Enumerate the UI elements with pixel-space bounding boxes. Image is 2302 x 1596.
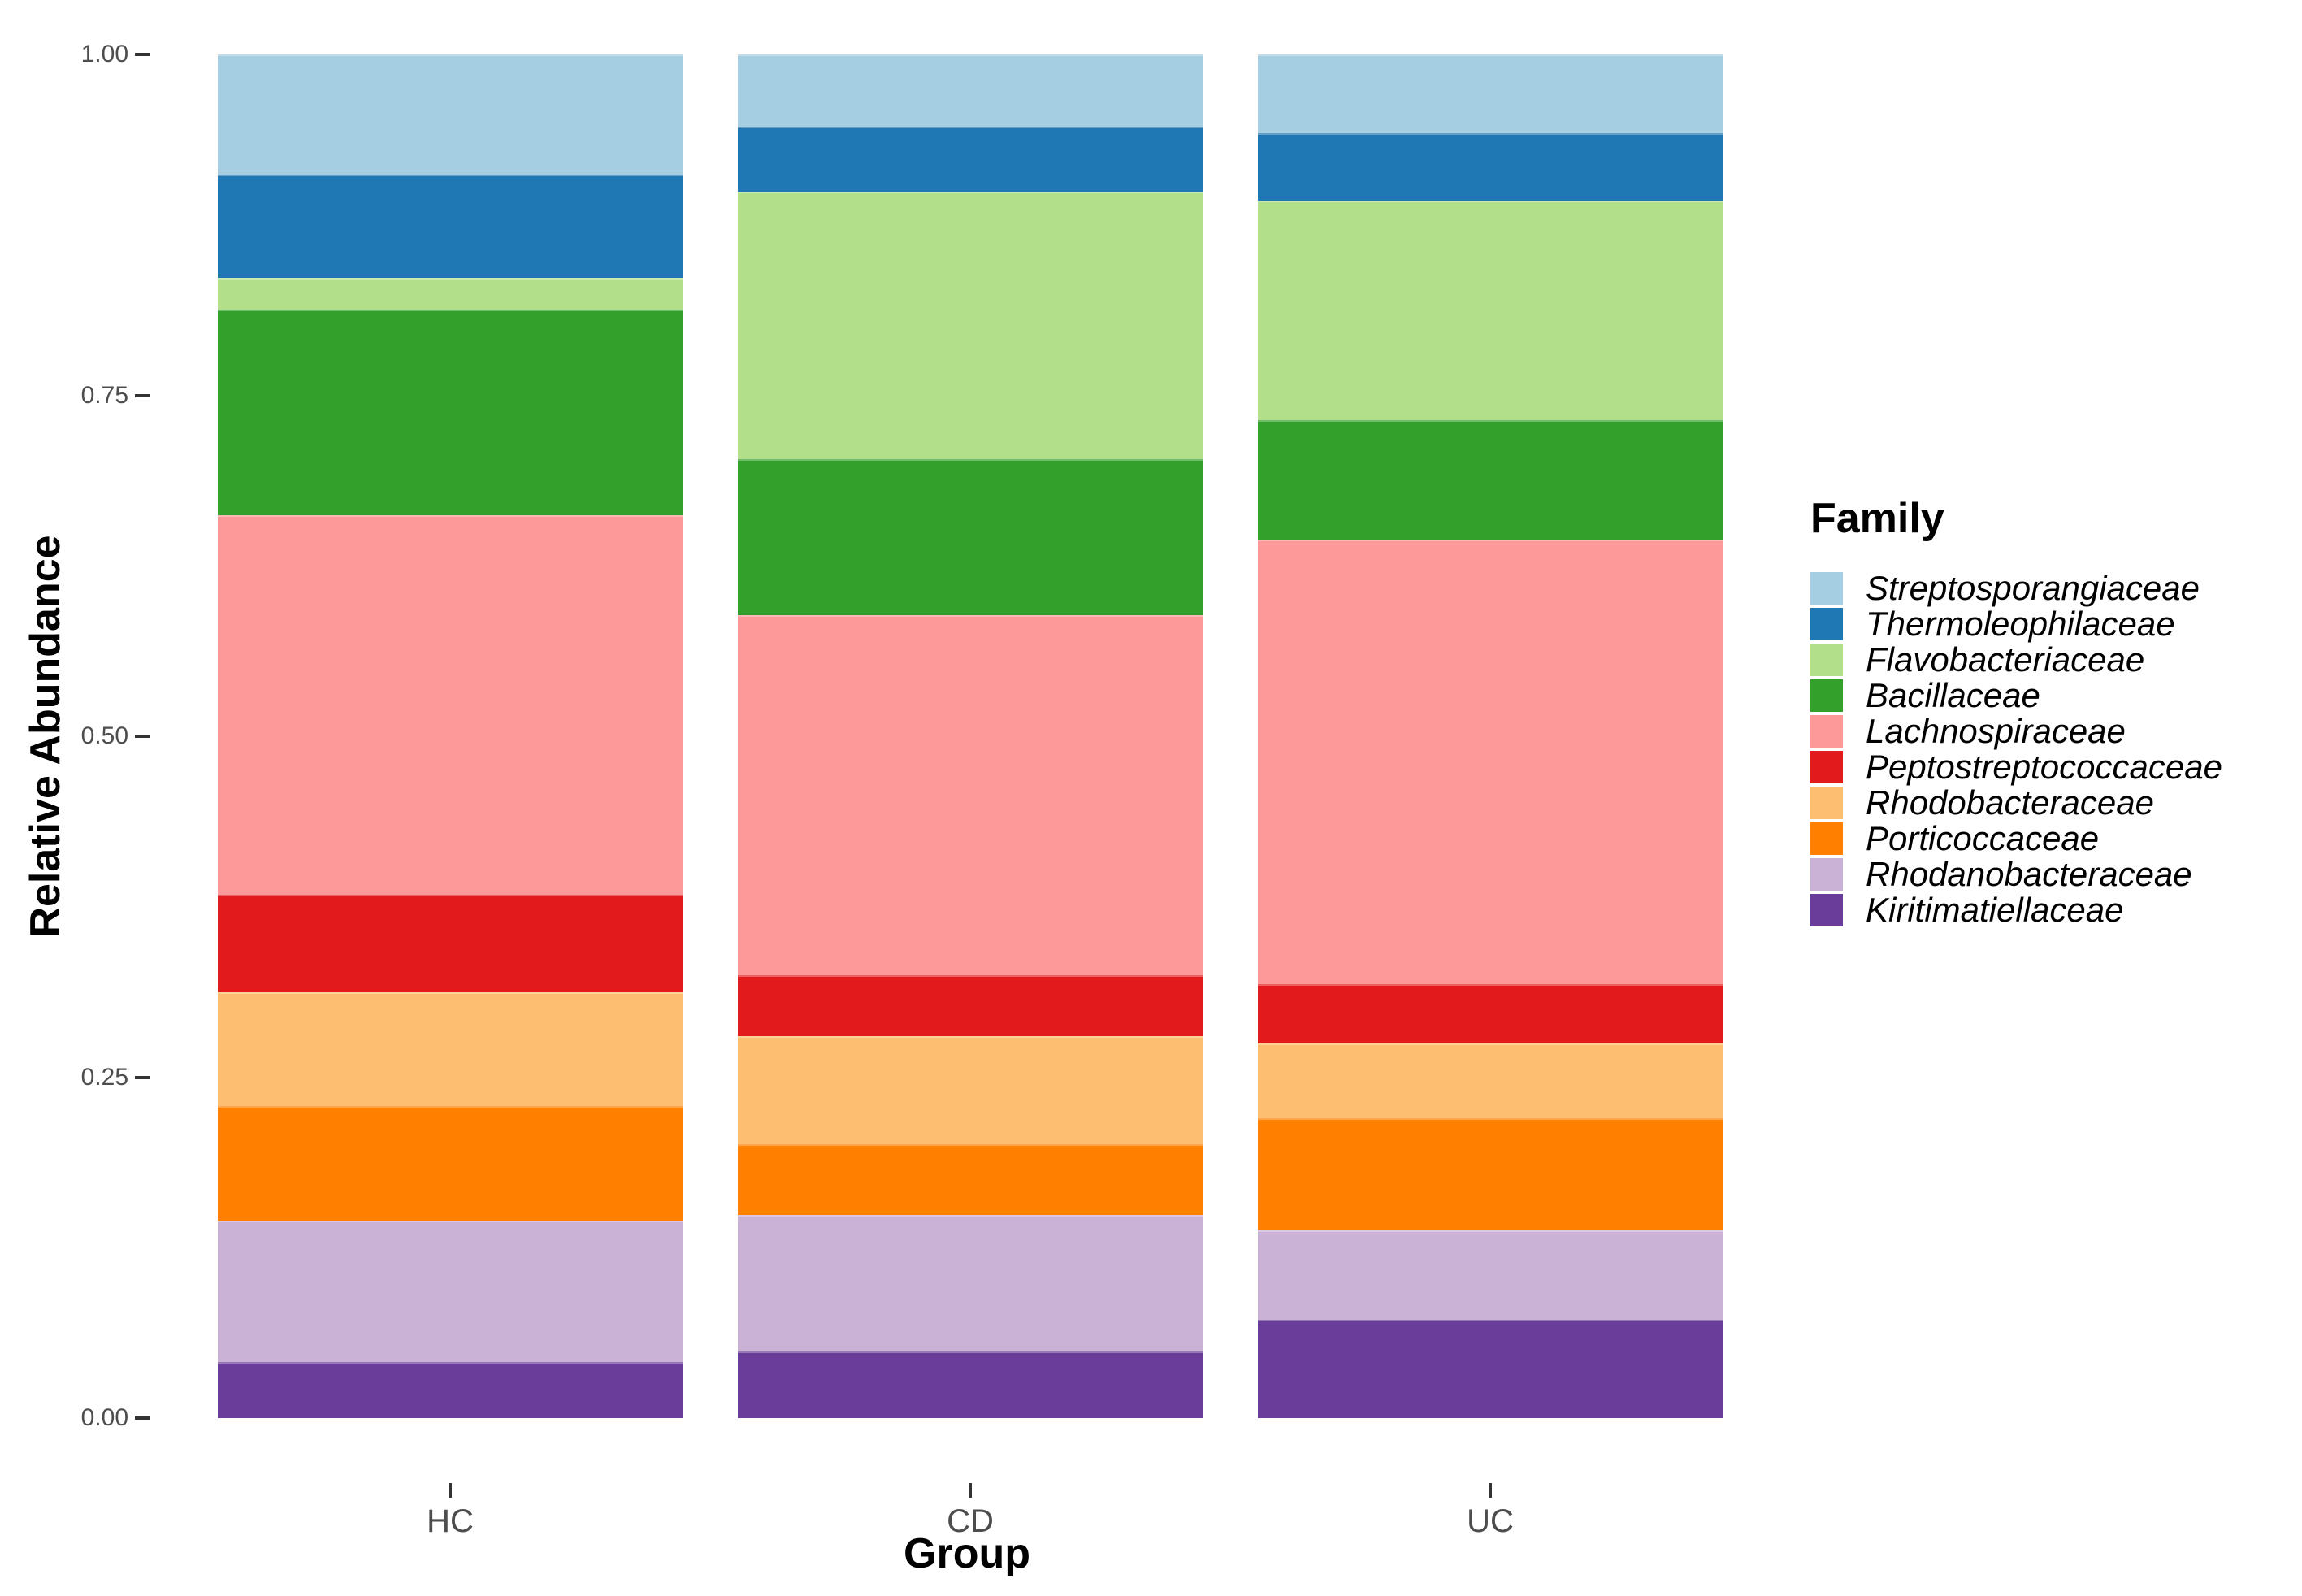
legend-label: Peptostreptococcaceae — [1866, 748, 2222, 786]
legend-item: Rhodobacteraceae — [1810, 785, 2222, 821]
bar-segment-streptosporangiaceae — [218, 54, 683, 175]
legend-title: Family — [1810, 495, 1944, 542]
legend-swatch — [1810, 858, 1843, 891]
bar-segment-lachnospiraceae — [218, 515, 683, 895]
legend-item: Kiritimatiellaceae — [1810, 892, 2222, 928]
y-tick-label: 0.00 — [80, 1404, 128, 1431]
bar-segment-rhodanobacteraceae — [218, 1220, 683, 1363]
legend-swatch — [1810, 644, 1843, 676]
bar-segment-peptostreptococcaceae — [1258, 984, 1723, 1043]
bar-segment-rhodobacteraceae — [218, 992, 683, 1106]
legend: Family Streptosporangiaceae Thermoleophil… — [1810, 494, 2222, 928]
bar-segment-peptostreptococcaceae — [738, 974, 1203, 1037]
y-tick-mark — [135, 735, 150, 738]
bar-segment-peptostreptococcaceae — [218, 894, 683, 993]
legend-swatch — [1810, 679, 1843, 712]
bar-cd — [738, 54, 1203, 1418]
legend-label: Bacillaceae — [1866, 676, 2040, 714]
bar-segment-streptosporangiaceae — [738, 54, 1203, 127]
bar-segment-streptosporangiaceae — [1258, 54, 1723, 134]
y-tick-label: 1.00 — [80, 41, 128, 67]
bar-segment-lachnospiraceae — [738, 614, 1203, 975]
legend-swatch — [1810, 751, 1843, 783]
bar-segment-rhodanobacteraceae — [1258, 1230, 1723, 1321]
legend-swatch — [1810, 608, 1843, 640]
x-tick-mark — [449, 1483, 452, 1498]
y-tick-label: 0.50 — [80, 722, 128, 749]
bar-segment-kiritimatiellaceae — [218, 1362, 683, 1418]
legend-item: Streptosporangiaceae — [1810, 570, 2222, 606]
bar-segment-porticoccaceae — [218, 1105, 683, 1221]
bar-segment-flavobacteriaceae — [1258, 200, 1723, 420]
legend-items: Streptosporangiaceae Thermoleophilaceae Fl… — [1810, 570, 2222, 928]
x-axis-title: Group — [904, 1530, 1030, 1577]
bar-segment-flavobacteriaceae — [738, 192, 1203, 460]
legend-label: Kiritimatiellaceae — [1866, 891, 2124, 929]
legend-label: Lachnospiraceae — [1866, 712, 2126, 750]
legend-item: Peptostreptococcaceae — [1810, 749, 2222, 785]
legend-item: Flavobacteriaceae — [1810, 642, 2222, 678]
bar-segment-thermoleophilaceae — [1258, 133, 1723, 201]
y-tick-mark — [135, 53, 150, 56]
bar-segment-thermoleophilaceae — [738, 126, 1203, 193]
legend-item: Lachnospiraceae — [1810, 713, 2222, 749]
legend-swatch — [1810, 822, 1843, 855]
x-tick-label-uc: UC — [1467, 1503, 1514, 1539]
legend-item: Porticoccaceae — [1810, 821, 2222, 857]
legend-label: Rhodobacteraceae — [1866, 783, 2154, 822]
x-tick-mark — [969, 1483, 972, 1498]
legend-label: Porticoccaceae — [1866, 819, 2100, 857]
bar-segment-kiritimatiellaceae — [738, 1351, 1203, 1418]
legend-item: Thermoleophilaceae — [1810, 606, 2222, 642]
bar-segment-lachnospiraceae — [1258, 540, 1723, 985]
legend-swatch — [1810, 894, 1843, 926]
bar-segment-kiritimatiellaceae — [1258, 1320, 1723, 1418]
legend-label: Streptosporangiaceae — [1866, 569, 2200, 607]
legend-swatch — [1810, 572, 1843, 605]
x-tick-label-cd: CD — [947, 1503, 994, 1539]
bar-hc — [218, 54, 683, 1418]
legend-label: Thermoleophilaceae — [1866, 605, 2175, 643]
bar-segment-porticoccaceae — [1258, 1117, 1723, 1230]
bar-segment-thermoleophilaceae — [218, 174, 683, 279]
y-tick-mark — [135, 1416, 150, 1420]
y-tick-label: 0.75 — [80, 381, 128, 409]
y-tick-mark — [135, 1075, 150, 1079]
bar-segment-bacillaceae — [218, 309, 683, 516]
legend-swatch — [1810, 787, 1843, 819]
bar-segment-bacillaceae — [1258, 419, 1723, 540]
legend-item: Bacillaceae — [1810, 678, 2222, 713]
x-tick-label-hc: HC — [427, 1503, 474, 1539]
legend-label: Rhodanobacteraceae — [1866, 855, 2192, 893]
y-tick-mark — [135, 393, 150, 397]
bar-segment-porticoccaceae — [738, 1143, 1203, 1216]
bar-segment-rhodobacteraceae — [738, 1036, 1203, 1144]
legend-item: Rhodanobacteraceae — [1810, 857, 2222, 892]
bar-uc — [1258, 54, 1723, 1418]
bar-segment-rhodobacteraceae — [1258, 1043, 1723, 1118]
y-tick-label: 0.25 — [80, 1063, 128, 1091]
legend-swatch — [1810, 715, 1843, 748]
bar-segment-flavobacteriaceae — [218, 278, 683, 310]
bar-segment-bacillaceae — [738, 459, 1203, 615]
bar-segment-rhodanobacteraceae — [738, 1215, 1203, 1351]
x-tick-mark — [1489, 1483, 1492, 1498]
legend-label: Flavobacteriaceae — [1866, 640, 2145, 679]
